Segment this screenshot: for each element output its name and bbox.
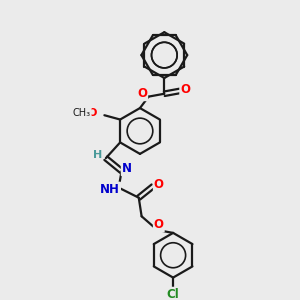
Text: O: O [180, 83, 190, 96]
Text: O: O [154, 218, 164, 231]
Text: O: O [137, 87, 147, 100]
Text: O: O [154, 178, 164, 191]
Text: N: N [122, 162, 132, 175]
Text: CH₃: CH₃ [73, 108, 91, 118]
Text: NH: NH [100, 183, 120, 196]
Text: O: O [88, 108, 97, 118]
Text: H: H [93, 150, 102, 160]
Text: Cl: Cl [167, 288, 179, 300]
